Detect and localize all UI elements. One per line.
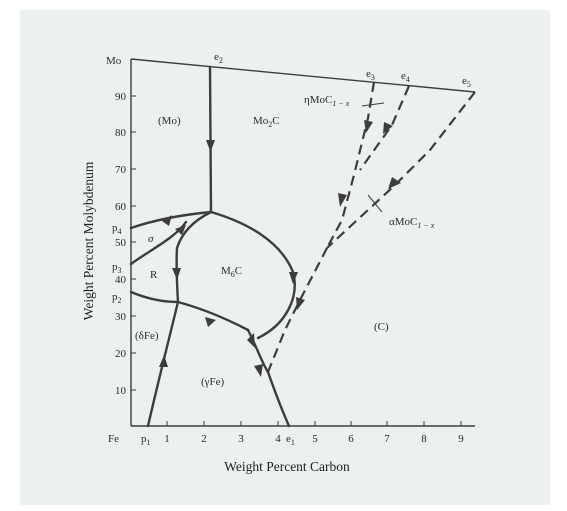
e3-branch-curve (326, 81, 376, 249)
plot-frame (130, 58, 476, 427)
arrow-up-icon (159, 355, 168, 367)
eta-moc-label: ηMoC1 − x (304, 94, 350, 108)
p1-label: p1 (141, 433, 151, 447)
gamma-fe-region-label: (γFe) (201, 376, 225, 388)
x-tick-label: 8 (421, 433, 427, 445)
x-tick-label: 6 (348, 433, 354, 445)
y-tick-label: 20 (115, 348, 127, 360)
x-tick-label: 7 (384, 433, 390, 445)
arrow-down-icon (364, 120, 373, 133)
origin-label: Fe (108, 433, 119, 445)
x-tick-label: 9 (458, 433, 464, 445)
p-point-labels: p1 p2 p3 p4 (112, 222, 151, 447)
arrow-down-icon (388, 177, 401, 189)
y-tick-label: 40 (115, 274, 127, 286)
y-tick-label: 70 (115, 164, 127, 176)
r-to-m6c-curve (176, 300, 250, 332)
eta-pointer (361, 102, 385, 107)
arrow-down-icon (289, 272, 298, 284)
e3-label: e3 (366, 68, 375, 82)
e1-label: e1 (286, 433, 295, 447)
x-tick-label: 1 (164, 433, 170, 445)
alpha-moc-label: αMoC1 − x (389, 216, 435, 230)
y-tick-label: 80 (115, 127, 127, 139)
phase-pointer-ticks (361, 102, 385, 213)
central-dashed-curve (266, 247, 328, 373)
x-axis-ticks (166, 421, 462, 426)
direction-arrows (159, 120, 401, 377)
gamma-fe-to-e1-curve (266, 370, 291, 428)
phase-annotations: ηMoC1 − x αMoC1 − x (304, 94, 435, 230)
arrow-down-icon (338, 193, 347, 207)
arrow-down-icon (296, 297, 305, 310)
e4-label: e4 (401, 70, 410, 84)
mo2c-region-label: Mo2C (253, 115, 280, 129)
p2-to-r-curve (129, 290, 180, 304)
dashed-boundaries (266, 81, 476, 373)
r-region-label: R (150, 269, 158, 281)
x-tick-label: 5 (312, 433, 318, 445)
e2-to-junction-curve (208, 65, 213, 214)
arrow-down-icon (383, 122, 393, 134)
mo-c-boundary-line (130, 58, 476, 93)
x-axis-title: Weight Percent Carbon (224, 459, 350, 474)
arrow-down-icon (254, 364, 263, 377)
x-tick-label: 2 (201, 433, 207, 445)
arrow-down-icon (247, 333, 255, 348)
y-axis-title: Weight Percent Molybdenum (81, 161, 96, 320)
y-tick-labels: 10 20 30 40 50 60 70 80 90 (115, 91, 127, 397)
p4-to-junction-curve (129, 210, 213, 230)
p4-label: p4 (112, 222, 122, 236)
y-tick-label: 50 (115, 237, 127, 249)
y-tick-label: 30 (115, 311, 127, 323)
x-tick-label: 3 (238, 433, 244, 445)
m6c-loop-lower-curve (175, 210, 213, 304)
arrow-right-icon (162, 215, 172, 226)
arrow-down-icon (206, 140, 215, 152)
e5-branch-curve (326, 91, 476, 249)
y-tick-label: 60 (115, 201, 127, 213)
arrow-down-icon (172, 268, 181, 280)
sigma-region-label: σ (148, 233, 154, 245)
e2-label: e2 (214, 51, 223, 65)
e5-label: e5 (462, 75, 471, 89)
c-region-label: (C) (374, 321, 389, 333)
y-axis-ticks (131, 95, 136, 391)
p2-label: p2 (112, 291, 122, 305)
m6c-to-gamma-fe-curve (246, 328, 270, 374)
alpha-pointer (367, 194, 383, 213)
y-tick-label: 10 (115, 385, 127, 397)
region-labels: (Mo) Mo2C σ R M6C (δFe) (γFe) (C) (135, 115, 389, 388)
m6c-region-label: M6C (221, 265, 242, 279)
m6c-loop-upper-curve (209, 210, 296, 340)
p3-label: p3 (112, 261, 122, 275)
arrow-right-icon (175, 225, 186, 235)
p1-to-delta-fe-curve (146, 300, 180, 428)
e-point-labels: e1 e2 e3 e4 e5 (214, 51, 471, 447)
top-corner-label: Mo (106, 55, 122, 67)
y-tick-label: 90 (115, 91, 127, 103)
mo-region-label: (Mo) (158, 115, 181, 127)
x-tick-label: 4 (275, 433, 281, 445)
arrow-right-icon (205, 317, 216, 327)
x-tick-labels: 1 2 3 4 5 6 7 8 9 (164, 433, 464, 445)
delta-fe-region-label: (δFe) (135, 330, 159, 342)
